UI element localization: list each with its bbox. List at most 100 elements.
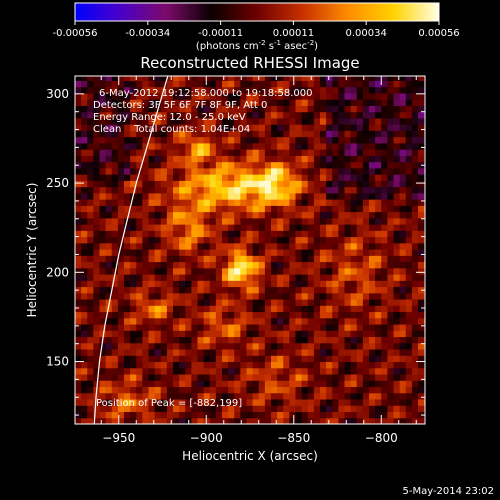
heatmap-cell	[399, 380, 407, 388]
heatmap-cell	[246, 374, 254, 381]
heatmap-cell	[405, 86, 413, 94]
heatmap-cell	[356, 99, 364, 106]
heatmap-cell	[166, 117, 174, 125]
heatmap-cell	[375, 330, 382, 338]
heatmap-cell	[375, 86, 382, 94]
heatmap-cell	[75, 361, 82, 369]
heatmap-cell	[307, 367, 315, 375]
heatmap-cell	[166, 217, 174, 225]
heatmap-cell	[381, 161, 388, 169]
heatmap-cell	[344, 174, 352, 181]
heatmap-cell	[166, 236, 174, 244]
heatmap-cell	[277, 380, 284, 388]
heatmap-cell	[252, 217, 260, 225]
heatmap-cell	[154, 349, 162, 356]
heatmap-cell	[222, 211, 229, 219]
heatmap-cell	[387, 386, 395, 394]
heatmap-cell	[375, 367, 382, 375]
heatmap-cell	[277, 267, 284, 275]
heatmap-cell	[234, 155, 241, 163]
heatmap-cell	[81, 249, 88, 256]
heatmap-cell	[87, 236, 94, 244]
chart-title: Reconstructed RHESSI Image	[140, 54, 359, 72]
heatmap-cell	[240, 336, 248, 344]
heatmap-cell	[393, 261, 401, 269]
heatmap-cell	[228, 292, 235, 300]
heatmap-cell	[277, 342, 284, 350]
heatmap-cell	[75, 149, 82, 156]
heatmap-cell	[277, 417, 284, 424]
heatmap-cell	[173, 417, 180, 424]
heatmap-cell	[154, 111, 162, 119]
heatmap-cell	[295, 124, 303, 131]
heatmap-cell	[375, 255, 382, 263]
heatmap-cell	[381, 417, 388, 424]
heatmap-cell	[320, 205, 327, 213]
heatmap-cell	[166, 299, 174, 306]
heatmap-cell	[154, 205, 162, 213]
heatmap-cell	[381, 174, 388, 181]
heatmap-cell	[179, 142, 186, 150]
heatmap-cell	[179, 305, 186, 313]
heatmap-cell	[399, 155, 407, 163]
heatmap-cell	[203, 174, 211, 181]
heatmap-cell	[240, 411, 248, 419]
heatmap-cell	[369, 274, 376, 281]
heatmap-cell	[387, 86, 395, 94]
heatmap-cell	[271, 86, 278, 94]
heatmap-cell	[320, 249, 327, 256]
heatmap-cell	[295, 336, 303, 344]
heatmap-cell	[399, 417, 407, 424]
heatmap-cell	[362, 155, 370, 163]
heatmap-cell	[160, 280, 168, 288]
heatmap-cell	[185, 161, 192, 169]
heatmap-cell	[173, 205, 180, 213]
heatmap-cell	[271, 180, 278, 188]
heatmap-cell	[191, 155, 199, 163]
heatmap-cell	[362, 86, 370, 94]
heatmap-cell	[313, 336, 321, 344]
heatmap-cell	[111, 86, 119, 94]
heatmap-cell	[99, 242, 107, 250]
heatmap-cell	[148, 292, 156, 300]
heatmap-cell	[105, 142, 113, 150]
heatmap-cell	[301, 192, 309, 200]
heatmap-cell	[179, 211, 186, 219]
heatmap-cell	[369, 267, 376, 275]
heatmap-cell	[75, 299, 82, 306]
heatmap-cell	[418, 330, 425, 338]
heatmap-cell	[215, 286, 223, 294]
heatmap-cell	[148, 267, 156, 275]
heatmap-cell	[283, 286, 290, 294]
heatmap-cell	[301, 76, 309, 81]
heatmap-cell	[369, 80, 376, 88]
heatmap-cell	[154, 405, 162, 413]
heatmap-cell	[99, 274, 107, 281]
heatmap-cell	[154, 342, 162, 350]
heatmap-cell	[411, 149, 419, 156]
heatmap-cell	[375, 155, 382, 163]
heatmap-cell	[344, 324, 352, 331]
heatmap-cell	[209, 411, 217, 419]
heatmap-cell	[203, 86, 211, 94]
heatmap-cell	[411, 286, 419, 294]
heatmap-cell	[258, 367, 266, 375]
heatmap-cell	[173, 217, 180, 225]
heatmap-cell	[307, 324, 315, 331]
heatmap-cell	[326, 224, 333, 231]
heatmap-cell	[381, 236, 388, 244]
heatmap-cell	[136, 417, 143, 424]
heatmap-cell	[393, 411, 401, 419]
heatmap-cell	[326, 286, 333, 294]
heatmap-cell	[136, 355, 143, 363]
heatmap-cell	[289, 261, 297, 269]
heatmap-cell	[99, 186, 107, 194]
heatmap-cell	[160, 242, 168, 250]
heatmap-cell	[393, 211, 401, 219]
heatmap-cell	[313, 399, 321, 406]
heatmap-cell	[405, 324, 413, 331]
heatmap-cell	[418, 267, 425, 275]
heatmap-cell	[148, 392, 156, 400]
heatmap-cell	[362, 374, 370, 381]
heatmap-cell	[277, 224, 284, 231]
